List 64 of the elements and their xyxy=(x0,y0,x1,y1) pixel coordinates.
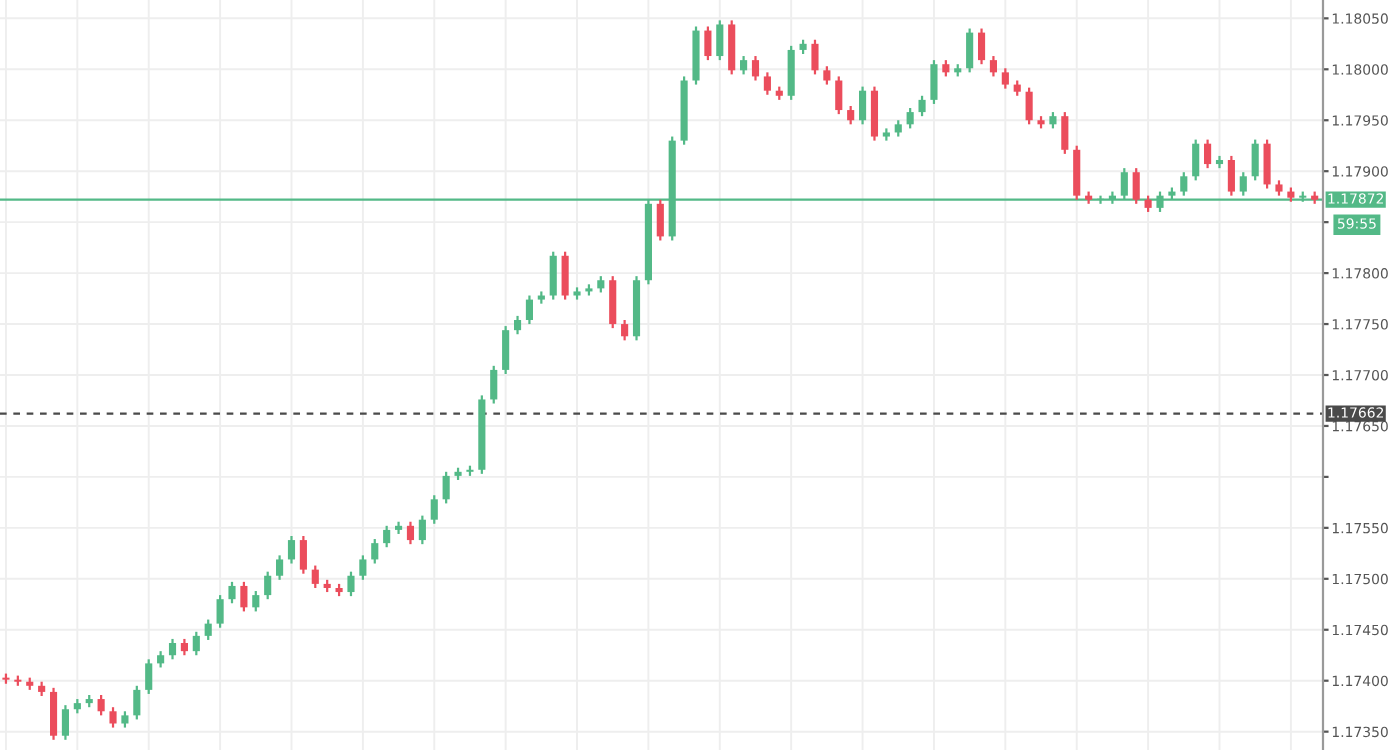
candlestick xyxy=(1073,144,1081,201)
candlestick xyxy=(216,594,224,629)
candlestick xyxy=(418,514,426,546)
candlestick xyxy=(513,314,522,336)
candlestick xyxy=(442,470,450,505)
candlestick xyxy=(383,524,391,549)
candlestick xyxy=(966,27,974,74)
candlestick xyxy=(359,554,367,581)
candlestick xyxy=(621,318,629,342)
candlestick xyxy=(145,658,153,696)
candlestick xyxy=(61,704,70,741)
candlestick xyxy=(287,534,296,565)
candlestick xyxy=(1132,167,1140,205)
candlestick xyxy=(1001,67,1009,90)
candlestick xyxy=(490,364,498,405)
candlestick xyxy=(1227,154,1235,197)
candlestick xyxy=(561,250,569,301)
candlestick xyxy=(240,580,248,613)
candlestick xyxy=(1204,138,1212,170)
candlestick xyxy=(977,27,986,66)
candlestick xyxy=(168,637,177,661)
candlestick xyxy=(728,19,736,76)
candlestick xyxy=(264,570,272,601)
candlestick xyxy=(870,85,879,142)
candlestick xyxy=(49,686,58,741)
candlestick xyxy=(406,520,415,546)
candlestick xyxy=(276,554,284,581)
candlestick xyxy=(930,59,938,106)
candlestick xyxy=(918,94,926,118)
candlestick xyxy=(1061,110,1069,155)
candlestick xyxy=(97,693,105,717)
candlestick xyxy=(1025,86,1033,126)
candlestick xyxy=(989,54,998,78)
candlestick xyxy=(347,570,355,598)
candlestick xyxy=(751,54,760,82)
candlestick xyxy=(228,580,236,605)
candlestick xyxy=(716,19,724,62)
candlestick xyxy=(1251,138,1259,182)
candlestick xyxy=(847,104,855,126)
candlestick xyxy=(740,54,748,76)
candlestick xyxy=(1192,138,1200,182)
candlestick xyxy=(204,618,212,642)
candlestick xyxy=(1263,138,1271,190)
candlestick xyxy=(656,198,664,242)
candlestick xyxy=(811,38,819,76)
candlestick xyxy=(430,494,438,525)
candlestick xyxy=(299,534,307,575)
candlestick xyxy=(549,250,557,301)
candlestick xyxy=(835,75,843,116)
candlestick xyxy=(906,106,914,130)
candlestick xyxy=(763,71,771,96)
candlestick xyxy=(859,85,867,126)
candlestick xyxy=(502,324,510,376)
candlestick xyxy=(371,537,379,565)
candlestick xyxy=(311,564,319,590)
candlestick xyxy=(192,630,200,657)
candlestick xyxy=(704,25,712,62)
candlestick xyxy=(823,65,831,86)
candlestick xyxy=(252,589,260,613)
candlestick xyxy=(609,275,617,330)
candlestick xyxy=(133,684,141,721)
candlestick xyxy=(787,44,795,101)
candlestick xyxy=(525,294,534,326)
candlestick xyxy=(109,706,117,729)
